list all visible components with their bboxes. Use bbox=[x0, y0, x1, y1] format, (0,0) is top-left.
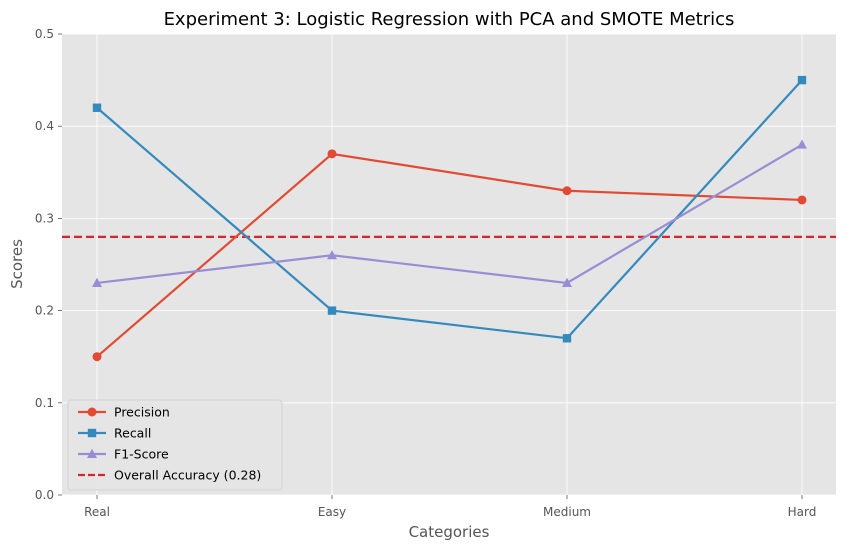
legend-label-f1-score: F1-Score bbox=[114, 447, 169, 462]
grid bbox=[62, 33, 836, 496]
y-axis-ticks: 0.0 0.1 0.2 0.3 0.4 0.5 bbox=[35, 27, 62, 502]
precision-point bbox=[562, 186, 572, 196]
recall-point bbox=[92, 103, 102, 112]
recall-point bbox=[562, 334, 572, 343]
legend-box bbox=[67, 399, 283, 491]
precision-point bbox=[797, 195, 807, 205]
precision-line bbox=[96, 152, 803, 358]
f1-score-point bbox=[797, 139, 807, 149]
legend-marker-precision bbox=[87, 407, 97, 417]
legend-label-recall: Recall bbox=[114, 426, 151, 441]
recall-point bbox=[327, 306, 337, 315]
y-tick-label: 0.1 bbox=[35, 396, 54, 410]
legend-marker-recall bbox=[87, 428, 97, 438]
legend-label-overall-accuracy-0-28-: Overall Accuracy (0.28) bbox=[114, 468, 261, 483]
series-layer bbox=[62, 75, 836, 362]
y-tick-label: 0.2 bbox=[35, 304, 54, 318]
y-tick-label: 0.5 bbox=[35, 27, 54, 41]
f1-score-line bbox=[96, 143, 803, 285]
x-tick-label: Easy bbox=[318, 505, 346, 519]
x-tick-label: Hard bbox=[788, 505, 817, 519]
x-tick-label: Real bbox=[84, 505, 110, 519]
f1-score-point bbox=[92, 277, 102, 287]
precision-point bbox=[327, 149, 337, 159]
legend-label-precision: Precision bbox=[114, 405, 170, 420]
y-tick-label: 0.4 bbox=[35, 119, 54, 133]
precision-point bbox=[92, 352, 102, 362]
y-tick-label: 0.0 bbox=[35, 488, 54, 502]
chart-title: Experiment 3: Logistic Regression with P… bbox=[164, 9, 735, 30]
y-tick-label: 0.3 bbox=[35, 211, 54, 225]
x-tick-label: Medium bbox=[543, 505, 591, 519]
legend: Precision Recall F1-Score Overall Accuracy … bbox=[67, 399, 283, 491]
recall-point bbox=[797, 75, 807, 85]
f1-score-point bbox=[562, 277, 572, 287]
x-axis-label: Categories bbox=[409, 523, 490, 541]
legend-marker-f1-score bbox=[87, 448, 97, 458]
x-axis-ticks: Real Easy Medium Hard bbox=[84, 495, 816, 519]
recall-line bbox=[96, 79, 803, 340]
f1-score-point bbox=[327, 250, 337, 260]
y-axis-label: Scores bbox=[8, 239, 26, 289]
